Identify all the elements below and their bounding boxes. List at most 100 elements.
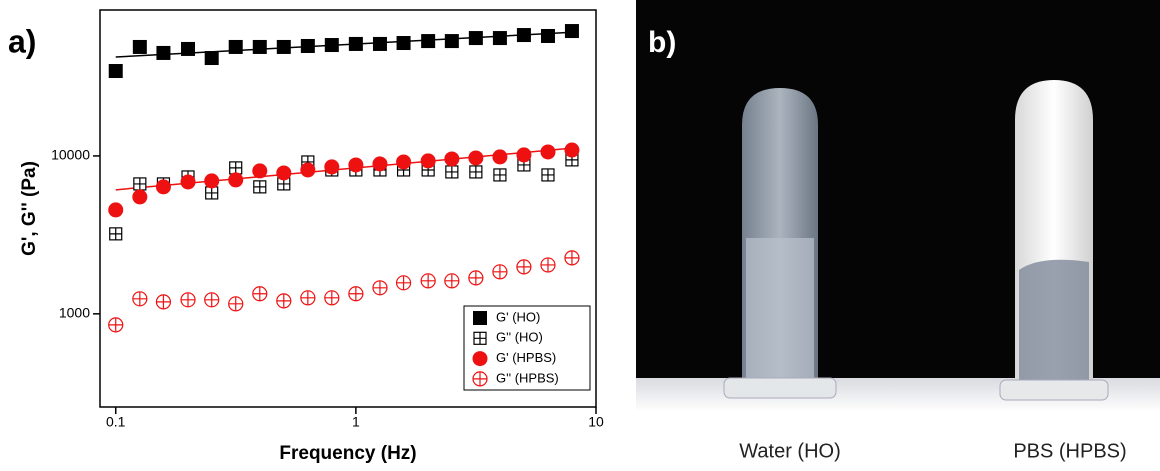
marker — [132, 39, 147, 54]
marker — [300, 290, 316, 306]
marker-shape — [300, 38, 315, 53]
marker-shape — [108, 202, 124, 218]
marker — [372, 156, 388, 172]
marker — [348, 36, 363, 51]
marker — [396, 154, 412, 170]
marker — [540, 28, 555, 43]
marker — [156, 45, 171, 60]
marker — [132, 291, 148, 307]
marker-shape — [181, 41, 196, 56]
marker-shape — [156, 294, 171, 309]
marker — [108, 317, 124, 333]
x-tick-label: 10 — [588, 414, 604, 430]
marker — [228, 39, 243, 54]
marker-shape — [204, 173, 220, 189]
marker — [204, 51, 219, 66]
legend-label: G'' (HO) — [496, 330, 543, 345]
marker — [444, 34, 459, 49]
marker-shape — [155, 179, 171, 195]
panel-label: b) — [648, 26, 676, 59]
marker-shape — [348, 157, 364, 173]
marker — [252, 163, 268, 179]
marker — [468, 31, 483, 46]
legend-label: G' (HO) — [496, 309, 540, 324]
marker-shape — [133, 177, 146, 190]
marker-shape — [228, 39, 243, 54]
marker — [492, 31, 507, 46]
marker-shape — [252, 286, 267, 301]
marker-shape — [205, 186, 218, 199]
y-tick-label: 1000 — [59, 305, 90, 321]
marker — [444, 273, 460, 289]
marker-shape — [541, 168, 554, 181]
marker-shape — [228, 172, 244, 188]
marker-shape — [493, 168, 506, 181]
marker-shape — [468, 150, 484, 166]
marker — [228, 172, 244, 188]
marker-shape — [276, 39, 291, 54]
marker — [300, 38, 315, 53]
marker — [493, 168, 507, 182]
marker-shape — [474, 332, 486, 345]
marker-shape — [492, 31, 507, 46]
marker — [155, 179, 171, 195]
marker-shape — [564, 24, 579, 39]
marker — [517, 158, 531, 172]
marker-shape — [132, 39, 147, 54]
legend-label: G'' (HPBS) — [496, 370, 559, 385]
marker — [252, 39, 267, 54]
x-tick-label: 1 — [352, 414, 360, 430]
x-tick-label: 0.1 — [106, 414, 126, 430]
marker — [133, 177, 147, 191]
photo-label: Water (HO) — [739, 440, 840, 462]
marker-shape — [276, 165, 292, 181]
marker-shape — [300, 162, 316, 178]
legend: G' (HO) G'' (HO) G' (HPBS) G'' (HPBS) — [463, 305, 591, 391]
marker — [492, 149, 508, 165]
marker-shape — [421, 34, 436, 49]
photo-label: PBS (HPBS) — [1013, 440, 1126, 462]
marker-shape — [228, 296, 243, 311]
marker — [132, 189, 148, 205]
marker-shape — [372, 36, 387, 51]
marker-shape — [109, 227, 122, 240]
marker-shape — [252, 39, 267, 54]
marker — [469, 165, 483, 179]
marker-shape — [396, 154, 412, 170]
marker — [516, 147, 532, 163]
marker-shape — [516, 28, 531, 43]
marker — [472, 371, 488, 387]
marker — [564, 250, 580, 266]
marker-shape — [445, 165, 458, 178]
plot-area: 0.1 1 10 1000 10000 Frequency (Hz) G', G'' (Pa… — [19, 9, 604, 464]
marker-shape — [132, 189, 148, 205]
marker — [540, 257, 556, 273]
marker — [252, 286, 268, 302]
marker — [348, 286, 364, 302]
marker — [420, 153, 436, 169]
marker-shape — [444, 273, 459, 288]
marker-shape — [469, 165, 482, 178]
marker — [473, 331, 487, 345]
marker — [229, 161, 243, 175]
marker — [108, 202, 124, 218]
marker — [181, 41, 196, 56]
marker — [155, 294, 172, 310]
marker-shape — [472, 351, 488, 367]
marker — [421, 34, 436, 49]
marker-shape — [204, 51, 219, 66]
marker-shape — [253, 180, 266, 193]
marker — [324, 159, 340, 175]
marker-shape — [564, 142, 580, 158]
marker-shape — [108, 64, 123, 79]
marker-shape — [396, 275, 411, 290]
marker-shape — [372, 280, 387, 295]
marker-shape — [229, 161, 242, 174]
marker — [492, 264, 508, 280]
marker — [276, 165, 292, 181]
marker — [108, 64, 123, 79]
marker-shape — [540, 257, 555, 272]
marker-shape — [492, 264, 507, 279]
marker — [516, 259, 532, 275]
